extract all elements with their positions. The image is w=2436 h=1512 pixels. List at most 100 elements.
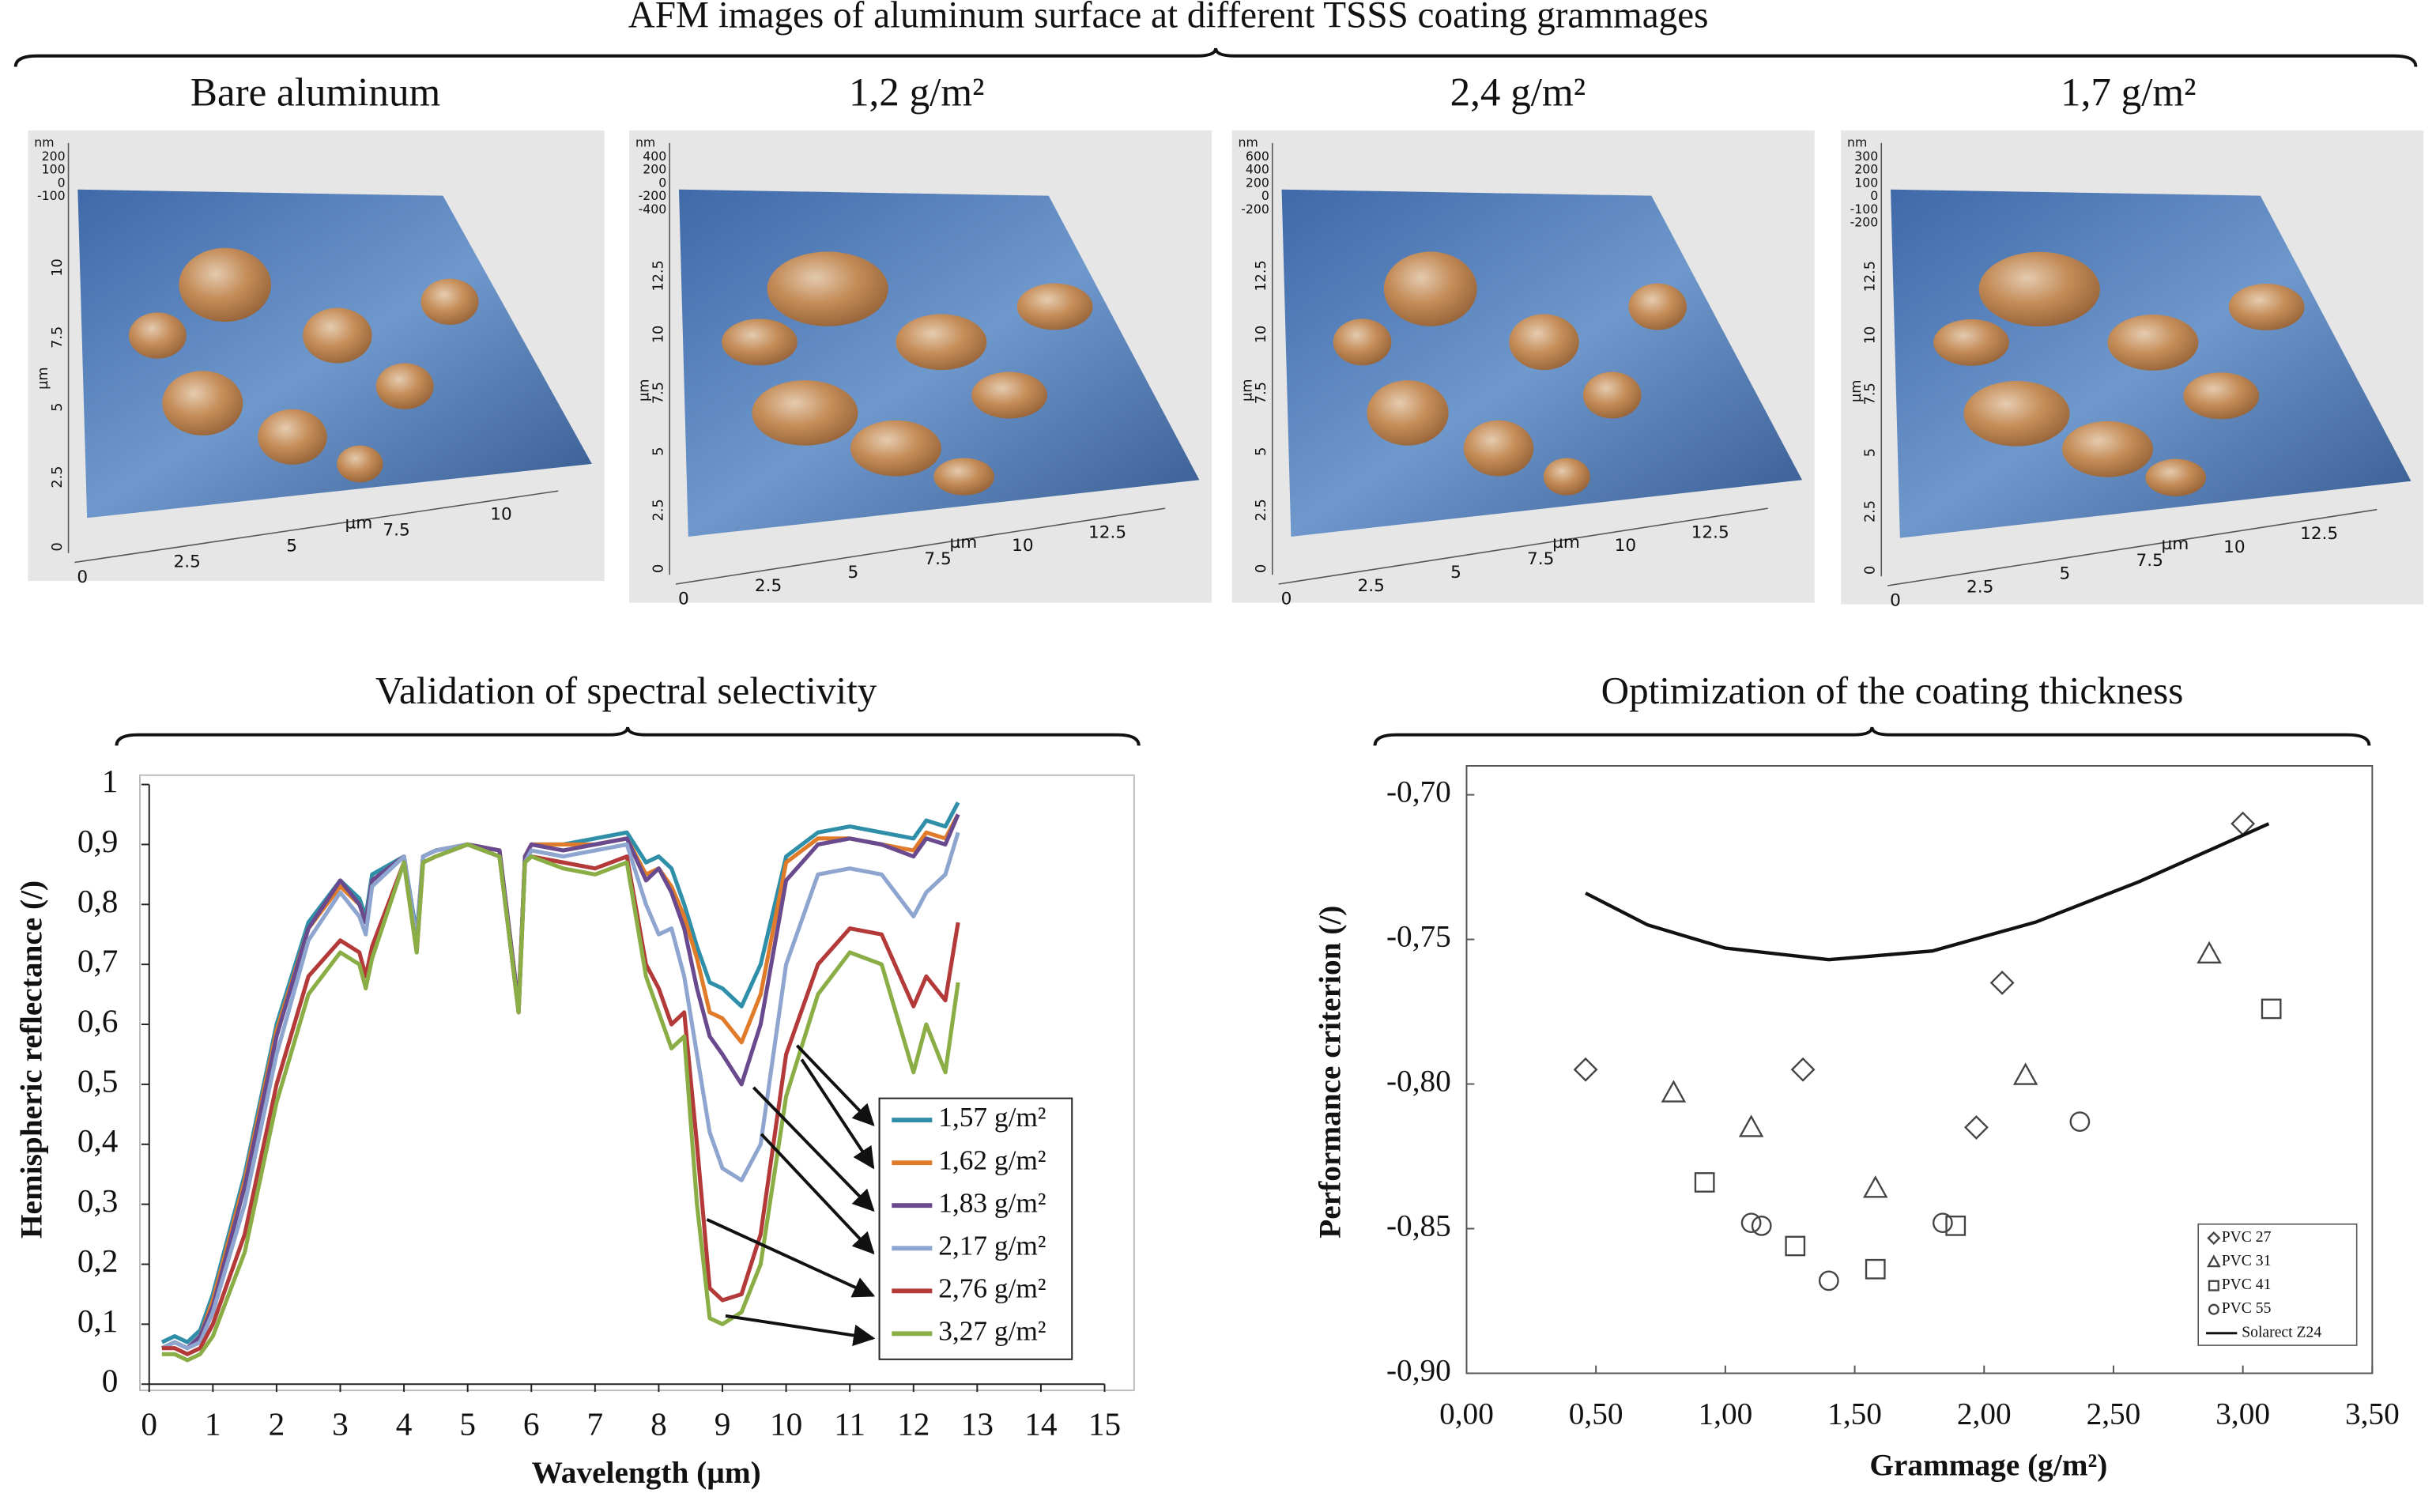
afm-features xyxy=(722,251,1093,496)
afm-peak xyxy=(2061,420,2153,477)
y-tick-label: -0,75 xyxy=(1386,919,1451,954)
x-tick-label: 0 xyxy=(141,1406,157,1442)
afm-y-tick: 5 xyxy=(1863,448,1879,457)
point xyxy=(2197,941,2222,964)
afm-y-tick: 7.5 xyxy=(650,382,666,404)
x-tick-label: 3,00 xyxy=(2215,1397,2270,1431)
x-tick-label: 13 xyxy=(961,1406,994,1442)
afm-peak xyxy=(752,380,858,446)
point xyxy=(1694,1172,1715,1193)
afm-peak xyxy=(1367,380,1449,446)
afm-peak xyxy=(1509,314,1579,371)
afm-z-tick: -400 xyxy=(639,202,667,217)
legend-label: PVC 41 xyxy=(2222,1276,2272,1293)
legend-label: PVC 27 xyxy=(2222,1228,2272,1246)
afm-z-tick: 200 xyxy=(1854,162,1878,177)
y-tick-label: 0,3 xyxy=(77,1182,119,1219)
legend-label: 3,27 g/m² xyxy=(938,1314,1046,1346)
afm-x-tick: 2.5 xyxy=(1358,576,1385,596)
y-tick-label: 0,1 xyxy=(77,1303,119,1339)
afm-y-tick: 12.5 xyxy=(650,260,666,291)
afm-peak xyxy=(2183,372,2260,420)
figure-title: AFM images of aluminum surface at differ… xyxy=(628,0,1709,36)
afm-peak xyxy=(767,251,888,326)
afm-peak xyxy=(337,445,383,483)
afm-x-tick: 0 xyxy=(77,567,88,587)
x-tick-label: 2 xyxy=(269,1406,285,1442)
brace xyxy=(115,726,1141,746)
legend-swatch xyxy=(2207,1231,2221,1246)
afm-x-tick: 12.5 xyxy=(2300,524,2338,544)
afm-z-label: nm xyxy=(1239,134,1258,149)
series-line xyxy=(161,842,960,1356)
afm-z-tick: 0 xyxy=(1261,188,1269,203)
legend-swatch xyxy=(2208,1303,2219,1315)
point xyxy=(1661,1080,1687,1103)
plot-frame xyxy=(1465,764,2374,1374)
y-tick-label: 0,6 xyxy=(77,1003,119,1039)
afm-features xyxy=(1333,251,1687,496)
point xyxy=(1818,1270,1839,1291)
afm-y-tick: 2.5 xyxy=(50,466,66,488)
point xyxy=(1785,1235,1806,1257)
x-tick-label: 3,50 xyxy=(2345,1397,2400,1431)
annotation-arrow xyxy=(706,1218,876,1298)
point xyxy=(1862,1175,1888,1198)
afm-y-label: µm xyxy=(637,379,653,401)
afm-peak xyxy=(1543,458,1590,496)
afm-x-tick: 7.5 xyxy=(2136,551,2163,571)
point xyxy=(2012,1062,2038,1085)
afm-x-tick: 5 xyxy=(1450,563,1461,583)
afm-peak xyxy=(2107,315,2199,371)
afm-peak xyxy=(722,319,798,366)
afm-z-tick: 100 xyxy=(1854,175,1878,190)
point xyxy=(2261,998,2282,1020)
y-axis-label: Hemispheric reflectance (/) xyxy=(13,880,48,1239)
legend-box xyxy=(878,1097,1073,1360)
x-tick-label: 12 xyxy=(897,1406,930,1442)
legend-label: 1,62 g/m² xyxy=(938,1144,1046,1175)
legend-label: 2,17 g/m² xyxy=(938,1229,1046,1261)
afm-x-tick: 7.5 xyxy=(924,549,951,569)
plot-frame xyxy=(138,774,1135,1392)
afm-y-tick: 12.5 xyxy=(1254,260,1269,291)
afm-x-tick: 10 xyxy=(2223,537,2246,557)
x-tick-label: 10 xyxy=(770,1406,802,1442)
y-tick-label: 1 xyxy=(102,763,119,799)
legend-label: PVC 55 xyxy=(2222,1299,2272,1317)
x-tick-label: 3 xyxy=(332,1406,349,1442)
y-tick-label: -0,80 xyxy=(1386,1064,1451,1099)
legend-label: 1,83 g/m² xyxy=(938,1186,1046,1218)
afm-x-label: µm xyxy=(345,513,372,533)
afm-x-label: µm xyxy=(1552,533,1580,552)
afm-x-tick: 2.5 xyxy=(174,552,201,571)
chart-title: Validation of spectral selectivity xyxy=(375,669,877,712)
legend-label: Solarect Z24 xyxy=(2242,1323,2321,1340)
afm-z-label: nm xyxy=(34,134,54,149)
point xyxy=(1964,1114,1989,1140)
afm-axis xyxy=(675,507,1166,585)
x-axis-label: Grammage (g/m²) xyxy=(1869,1447,2107,1482)
annotation-arrow xyxy=(800,1058,875,1170)
x-tick-label: 5 xyxy=(459,1406,476,1442)
x-tick-label: 15 xyxy=(1088,1406,1121,1442)
afm-title: Bare aluminum xyxy=(190,70,440,115)
point xyxy=(1740,1212,1762,1234)
x-tick-label: 1,50 xyxy=(1827,1397,1882,1431)
afm-y-tick: 10 xyxy=(1863,326,1879,345)
afm-peak xyxy=(1582,371,1642,419)
afm-peak xyxy=(2228,283,2305,330)
afm-z-tick: -100 xyxy=(1850,202,1879,217)
annotation-arrow xyxy=(752,1086,875,1212)
afm-x-tick: 10 xyxy=(1012,536,1034,556)
afm-x-tick: 10 xyxy=(490,505,512,525)
y-tick-label: 0,7 xyxy=(77,943,119,979)
afm-x-tick: 2.5 xyxy=(755,576,782,596)
afm-peak xyxy=(375,363,434,409)
afm-y-label: µm xyxy=(1849,380,1865,402)
afm-y-tick: 10 xyxy=(1254,326,1269,343)
afm-x-label: µm xyxy=(949,533,977,552)
point xyxy=(1933,1212,1953,1234)
x-tick-label: 8 xyxy=(650,1406,667,1442)
